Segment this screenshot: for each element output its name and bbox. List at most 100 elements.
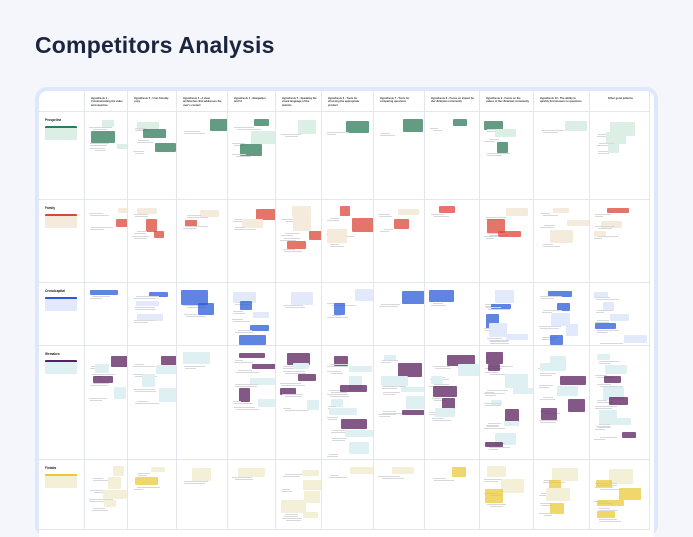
screenshot-cell[interactable] (534, 283, 590, 346)
screenshot-thumbnail[interactable] (402, 290, 424, 304)
screenshot-cell[interactable] (480, 283, 534, 346)
screenshot-thumbnail[interactable] (91, 130, 116, 143)
screenshot-thumbnail[interactable] (391, 466, 414, 475)
screenshot-thumbnail[interactable] (240, 143, 263, 157)
screenshot-thumbnail[interactable] (594, 322, 616, 330)
screenshot-thumbnail[interactable] (286, 352, 310, 365)
screenshot-thumbnail[interactable] (545, 488, 571, 502)
screenshot-thumbnail[interactable] (452, 467, 467, 478)
screenshot-thumbnail[interactable] (191, 467, 211, 481)
screenshot-thumbnail[interactable] (490, 303, 512, 309)
screenshot-thumbnail[interactable] (309, 231, 321, 240)
screenshot-cell[interactable] (177, 200, 228, 283)
screenshot-cell[interactable] (480, 346, 534, 460)
screenshot-thumbnail[interactable] (340, 385, 367, 393)
screenshot-thumbnail[interactable] (403, 118, 423, 132)
screenshot-thumbnail[interactable] (303, 491, 321, 503)
screenshot-thumbnail[interactable] (557, 302, 570, 311)
screenshot-thumbnail[interactable] (239, 388, 250, 403)
screenshot-thumbnail[interactable] (401, 409, 424, 416)
screenshot-thumbnail[interactable] (505, 334, 529, 341)
screenshot-thumbnail[interactable] (549, 502, 564, 515)
screenshot-thumbnail[interactable] (154, 142, 176, 152)
screenshot-thumbnail[interactable] (486, 352, 503, 365)
screenshot-thumbnail[interactable] (397, 363, 423, 378)
screenshot-cell[interactable] (128, 200, 177, 283)
screenshot-cell[interactable] (425, 112, 480, 200)
screenshot-thumbnail[interactable] (209, 119, 227, 131)
screenshot-cell[interactable] (228, 112, 276, 200)
screenshot-thumbnail[interactable] (609, 469, 633, 484)
screenshot-cell[interactable] (534, 200, 590, 283)
screenshot-cell[interactable] (85, 112, 128, 200)
screenshot-thumbnail[interactable] (552, 207, 569, 214)
screenshot-thumbnail[interactable] (621, 431, 636, 439)
screenshot-cell[interactable] (425, 200, 480, 283)
screenshot-thumbnail[interactable] (137, 313, 164, 321)
screenshot-thumbnail[interactable] (429, 289, 454, 302)
screenshot-cell[interactable] (425, 283, 480, 346)
screenshot-thumbnail[interactable] (233, 292, 256, 304)
screenshot-thumbnail[interactable] (349, 366, 373, 373)
screenshot-thumbnail[interactable] (303, 479, 321, 491)
screenshot-thumbnail[interactable] (102, 120, 115, 128)
screenshot-thumbnail[interactable] (334, 302, 346, 316)
screenshot-thumbnail[interactable] (556, 385, 579, 396)
screenshot-thumbnail[interactable] (487, 218, 506, 233)
screenshot-thumbnail[interactable] (608, 143, 619, 153)
screenshot-thumbnail[interactable] (595, 479, 612, 488)
screenshot-thumbnail[interactable] (604, 375, 622, 384)
screenshot-thumbnail[interactable] (550, 334, 564, 345)
screenshot-thumbnail[interactable] (110, 355, 127, 368)
screenshot-thumbnail[interactable] (550, 229, 573, 244)
screenshot-cell[interactable] (322, 283, 374, 346)
screenshot-cell[interactable] (322, 346, 374, 460)
screenshot-thumbnail[interactable] (596, 499, 624, 507)
screenshot-thumbnail[interactable] (113, 466, 124, 477)
screenshot-thumbnail[interactable] (239, 300, 253, 310)
screenshot-thumbnail[interactable] (135, 301, 159, 307)
screenshot-thumbnail[interactable] (486, 466, 506, 478)
screenshot-thumbnail[interactable] (238, 352, 265, 359)
screenshot-thumbnail[interactable] (484, 121, 503, 131)
screenshot-cell[interactable] (177, 283, 228, 346)
screenshot-cell[interactable] (276, 200, 322, 283)
screenshot-cell[interactable] (128, 346, 177, 460)
screenshot-thumbnail[interactable] (242, 219, 264, 228)
screenshot-thumbnail[interactable] (183, 352, 210, 364)
screenshot-thumbnail[interactable] (239, 334, 266, 345)
screenshot-thumbnail[interactable] (549, 479, 561, 494)
screenshot-thumbnail[interactable] (610, 313, 630, 322)
screenshot-thumbnail[interactable] (349, 466, 373, 474)
screenshot-cell[interactable] (276, 112, 322, 200)
screenshot-thumbnail[interactable] (158, 388, 176, 402)
screenshot-thumbnail[interactable] (619, 488, 641, 500)
screenshot-cell[interactable] (590, 283, 650, 346)
screenshot-thumbnail[interactable] (352, 217, 373, 233)
screenshot-thumbnail[interactable] (250, 325, 270, 332)
screenshot-thumbnail[interactable] (252, 311, 269, 318)
screenshot-cell[interactable] (85, 346, 128, 460)
screenshot-thumbnail[interactable] (116, 219, 127, 228)
screenshot-thumbnail[interactable] (458, 363, 479, 377)
screenshot-thumbnail[interactable] (252, 363, 275, 370)
screenshot-cell[interactable] (228, 283, 276, 346)
screenshot-thumbnail[interactable] (254, 118, 270, 126)
screenshot-thumbnail[interactable] (251, 131, 275, 144)
screenshot-thumbnail[interactable] (447, 354, 476, 367)
screenshot-thumbnail[interactable] (94, 364, 109, 373)
screenshot-thumbnail[interactable] (501, 479, 525, 493)
screenshot-thumbnail[interactable] (384, 355, 397, 362)
screenshot-thumbnail[interactable] (601, 220, 623, 229)
screenshot-thumbnail[interactable] (280, 387, 296, 395)
screenshot-thumbnail[interactable] (594, 292, 608, 299)
screenshot-thumbnail[interactable] (137, 121, 160, 130)
screenshot-cell[interactable] (534, 112, 590, 200)
screenshot-thumbnail[interactable] (89, 289, 118, 296)
screenshot-thumbnail[interactable] (494, 129, 517, 137)
screenshot-thumbnail[interactable] (551, 468, 578, 481)
screenshot-thumbnail[interactable] (306, 399, 319, 410)
screenshot-cell[interactable] (590, 112, 650, 200)
screenshot-cell[interactable] (374, 200, 425, 283)
screenshot-thumbnail[interactable] (505, 408, 519, 424)
